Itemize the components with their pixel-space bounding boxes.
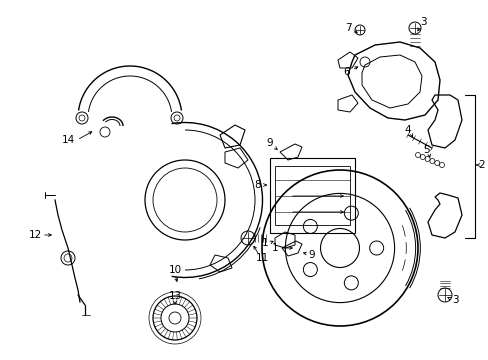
Text: 5: 5 [423, 145, 429, 155]
Text: 13: 13 [168, 291, 181, 301]
Text: 1: 1 [271, 243, 278, 253]
Text: 9: 9 [266, 138, 273, 148]
Text: 9: 9 [308, 250, 315, 260]
Text: 12: 12 [28, 230, 41, 240]
Text: 1: 1 [261, 238, 268, 248]
Text: 14: 14 [61, 135, 75, 145]
Text: 8: 8 [254, 180, 261, 190]
Text: 11: 11 [255, 253, 268, 263]
Text: 10: 10 [168, 265, 181, 275]
Text: 6: 6 [343, 67, 349, 77]
Text: 2: 2 [478, 160, 484, 170]
Text: 3: 3 [419, 17, 426, 27]
Text: 4: 4 [404, 125, 410, 135]
Text: 7: 7 [344, 23, 350, 33]
Text: 3: 3 [451, 295, 457, 305]
